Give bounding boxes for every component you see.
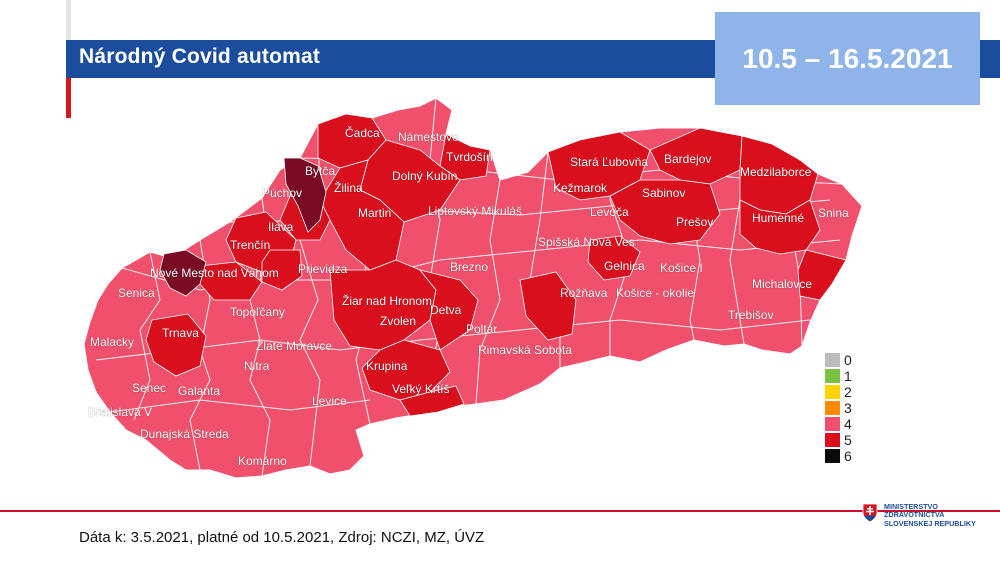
district-label: Detva (430, 303, 462, 317)
district-label: Michalovce (752, 277, 812, 291)
district-label: Martin (358, 206, 391, 220)
district-label: Námestovo (398, 130, 459, 144)
date-range-box: 10.5 – 16.5.2021 (715, 12, 980, 105)
legend-item: 4 (825, 416, 885, 432)
district-label: Rožňava (560, 286, 608, 300)
district-label: Krupina (366, 359, 408, 373)
district-label: Trenčín (230, 238, 270, 252)
legend-swatch (825, 433, 840, 447)
district-label: Poltár (466, 322, 497, 336)
logo-line: ZDRAVOTNÍCTVA (884, 510, 945, 520)
legend-item: 6 (825, 448, 885, 464)
legend-swatch (825, 369, 840, 383)
legend-label: 4 (844, 416, 852, 432)
district-label: Žilina (334, 180, 363, 195)
header-red-accent (66, 78, 71, 118)
district-label: Zlaté Moravce (256, 339, 332, 353)
district-label: Senica (118, 286, 155, 300)
logo-text: MINISTERSTVO ZDRAVOTNÍCTVA SLOVENSKEJ RE… (884, 502, 976, 528)
legend-swatch (825, 385, 840, 399)
district-label: Rimavská Sobota (478, 343, 572, 357)
district-label: Trebišov (728, 308, 774, 322)
district-label: Topoľčany (230, 305, 285, 319)
level-6-districts (159, 157, 327, 297)
district-label: Gelnica (604, 259, 645, 273)
district-label: Levoča (590, 205, 629, 219)
slovak-crest-icon (862, 503, 878, 523)
district-label: Nitra (244, 359, 270, 373)
legend-item: 5 (825, 432, 885, 448)
footer-divider (0, 510, 1000, 512)
legend-swatch (825, 449, 840, 463)
district-label: Dolný Kubín (392, 169, 457, 183)
district-label: Ilava (268, 220, 294, 234)
header-accent-bar (66, 0, 71, 40)
district-label: Spišská Nová Ves (538, 235, 635, 249)
district-label: Senec (132, 381, 166, 395)
legend-label: 6 (844, 448, 852, 464)
district-label: Galanta (178, 384, 220, 398)
district-label: Komárno (238, 454, 287, 468)
district-label: Prievidza (298, 262, 348, 276)
district-labels: Čadca Námestovo Tvrdošín Bytča Žilina Do… (88, 125, 850, 469)
legend-item: 0 (825, 352, 885, 368)
district-label: Liptovský Mikuláš (428, 204, 522, 218)
ministry-logo: MINISTERSTVO ZDRAVOTNÍCTVA SLOVENSKEJ RE… (862, 500, 982, 534)
district-label: Stará Ľubovňa (570, 155, 648, 169)
legend-label: 2 (844, 384, 852, 400)
district-label: Brezno (450, 260, 488, 274)
district-label: Malacky (90, 335, 134, 349)
district-label: Medzilaborce (740, 165, 812, 179)
legend-swatch (825, 401, 840, 415)
district-label: Snina (818, 206, 849, 220)
page-title: Národný Covid automat (79, 45, 321, 68)
legend-label: 3 (844, 400, 852, 416)
legend-swatch (825, 353, 840, 367)
district-label: Bardejov (664, 152, 711, 166)
district-label: Košice - okolie (616, 286, 694, 300)
district-label: Bytča (305, 164, 335, 178)
district-label: Veľký Krtíš (392, 382, 450, 396)
district-label: Kežmarok (553, 181, 608, 195)
legend-item: 1 (825, 368, 885, 384)
district-label: Zvolen (380, 314, 416, 328)
district-label: Tvrdošín (446, 150, 493, 164)
district-label: Žiar nad Hronom (342, 293, 432, 308)
district-label: Sabinov (642, 186, 685, 200)
district-label: Košice I (660, 261, 703, 275)
legend-swatch (825, 417, 840, 431)
footer-source: Dáta k: 3.5.2021, platné od 10.5.2021, Z… (79, 529, 485, 546)
legend-item: 3 (825, 400, 885, 416)
legend-label: 1 (844, 368, 852, 384)
legend-label: 5 (844, 432, 852, 448)
district-label: Bratislava V (88, 405, 152, 419)
legend-item: 2 (825, 384, 885, 400)
date-range: 10.5 – 16.5.2021 (742, 42, 953, 74)
district-label: Humenné (752, 211, 804, 225)
district-label: Prešov (676, 215, 713, 229)
legend-label: 0 (844, 352, 852, 368)
logo-line: SLOVENSKEJ REPUBLIKY (884, 518, 976, 528)
district-label: Trnava (162, 326, 199, 340)
district-label: Púchov (262, 186, 302, 200)
district-label: Dunajská Streda (140, 427, 229, 441)
district-label: Nové Mesto nad Váhom (150, 266, 279, 280)
district-label: Čadca (345, 125, 380, 140)
logo-line: MINISTERSTVO (884, 502, 938, 511)
district-label: Levice (312, 394, 347, 408)
